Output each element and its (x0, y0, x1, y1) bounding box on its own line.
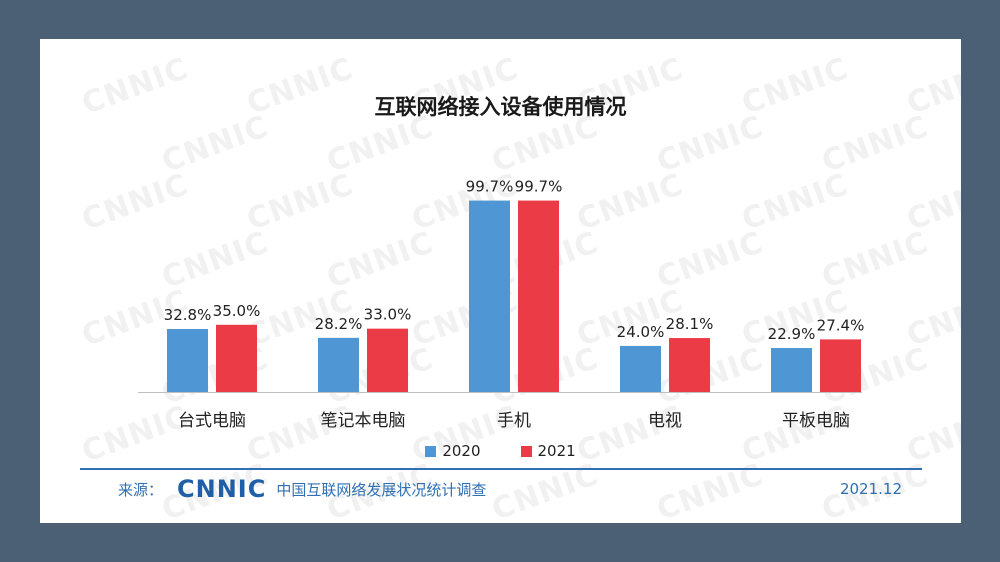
bar-2021-0 (216, 325, 257, 392)
footer: 来源： CNNIC 中国互联网络发展状况统计调查 2021.12 (118, 475, 902, 503)
data-label-2021-4: 27.4% (817, 316, 865, 334)
data-label-2020-4: 22.9% (768, 325, 816, 343)
survey-name: 中国互联网络发展状况统计调查 (276, 479, 486, 500)
data-label-2020-0: 32.8% (164, 306, 212, 324)
category-label-1: 笔记本电脑 (321, 411, 406, 431)
bar-2020-0 (167, 329, 208, 392)
data-label-2020-1: 28.2% (315, 315, 363, 333)
legend-swatch-2020 (425, 446, 436, 457)
bar-2020-1 (318, 338, 359, 392)
data-label-2020-3: 24.0% (617, 323, 665, 341)
chart-legend: 2020 2021 (40, 442, 961, 460)
category-label-2: 手机 (497, 411, 531, 431)
data-label-2021-1: 33.0% (364, 306, 412, 324)
report-date: 2021.12 (840, 480, 902, 498)
bar-2020-3 (620, 346, 661, 392)
bar-2020-2 (469, 201, 510, 392)
source-label: 来源： (118, 479, 163, 500)
legend-swatch-2021 (521, 446, 532, 457)
bar-2021-3 (669, 338, 710, 392)
legend-label-2020: 2020 (442, 442, 480, 460)
category-label-0: 台式电脑 (178, 411, 246, 431)
legend-label-2021: 2021 (538, 442, 576, 460)
chart-slide: CNNIC CNNIC CNNIC CNNIC CNNIC CNNIC CNNIC CNNIC… (40, 39, 961, 523)
cnnic-logo: CNNIC (177, 475, 266, 503)
data-label-2021-0: 35.0% (213, 302, 261, 320)
bar-2021-2 (518, 201, 559, 392)
category-label-3: 电视 (648, 411, 682, 431)
category-label-4: 平板电脑 (782, 411, 850, 431)
data-label-2021-2: 99.7% (515, 178, 563, 196)
footer-divider (80, 468, 922, 470)
bar-2021-4 (820, 339, 861, 392)
legend-item-2020: 2020 (425, 442, 480, 460)
data-label-2020-2: 99.7% (466, 178, 514, 196)
legend-item-2021: 2021 (521, 442, 576, 460)
data-label-2021-3: 28.1% (666, 315, 714, 333)
bar-2021-1 (367, 329, 408, 392)
bar-2020-4 (771, 348, 812, 392)
